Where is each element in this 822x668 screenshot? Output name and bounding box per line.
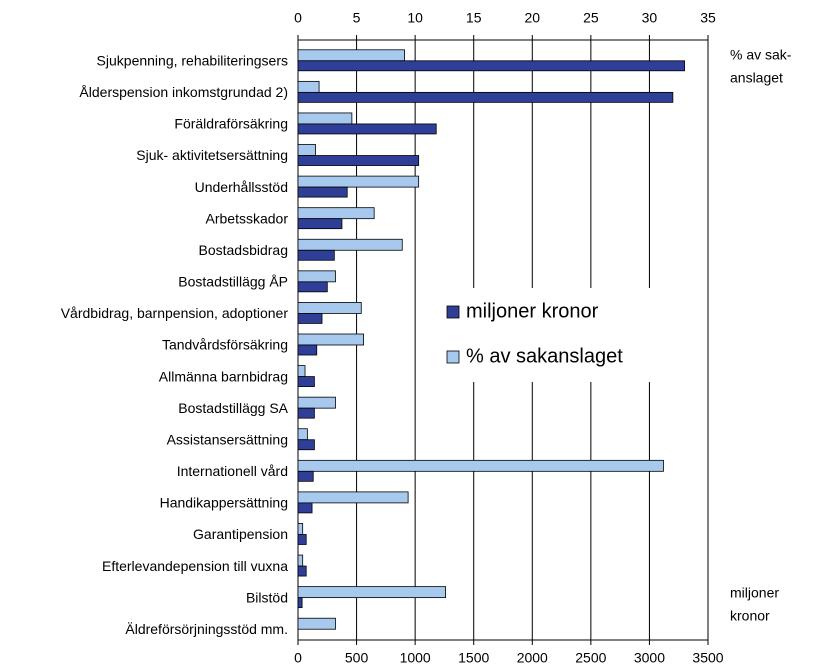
legend: miljoner kronor % av sakanslaget: [432, 288, 660, 382]
bar: [297, 470, 314, 482]
bottom-axis-label: miljoner kronor: [730, 585, 779, 624]
bar: [297, 218, 343, 230]
x-tick-label: 2500: [575, 650, 606, 666]
category-label: Ålderspension inkomstgrundad 2): [79, 84, 288, 100]
legend-label: % av sakanslaget: [466, 345, 623, 367]
x-tick-label: 3500: [692, 650, 723, 666]
bar: [297, 617, 336, 630]
category-label: Föräldraförsäkring: [174, 116, 288, 132]
bar: [297, 333, 364, 346]
category-label: Assistansersättning: [167, 431, 288, 447]
axis-label-line: % av sak-: [730, 47, 792, 63]
bar: [297, 534, 307, 545]
bar: [297, 302, 362, 314]
bar: [297, 365, 306, 377]
category-label: Äldreförsörjningsstöd mm.: [125, 621, 288, 637]
category-label: Efterlevandepension till vuxna: [102, 558, 288, 574]
legend-box: [432, 288, 660, 382]
bar: [297, 144, 316, 156]
bar: [297, 313, 323, 324]
bar: [297, 49, 405, 62]
bar: [297, 407, 315, 419]
category-label: Allmänna barnbidrag: [159, 368, 288, 384]
bar: [297, 502, 313, 514]
bar: [297, 238, 403, 251]
bar: [297, 155, 420, 166]
bar: [297, 249, 335, 261]
x-tick-label: 1500: [458, 650, 489, 666]
x2-tick-label: 20: [524, 10, 540, 26]
axis-label-line: anslaget: [730, 70, 783, 86]
legend-swatch: [446, 305, 460, 319]
x-tick-label: 0: [294, 650, 302, 666]
category-label: Bostadstillägg SA: [178, 400, 288, 416]
bar: [297, 80, 320, 93]
bar: [297, 554, 304, 567]
bar: [297, 281, 328, 293]
bar: [297, 459, 664, 472]
bar: [297, 60, 685, 72]
bar: [297, 112, 353, 125]
bar: [297, 344, 318, 356]
x-tick-label: 500: [345, 650, 369, 666]
x2-tick-label: 30: [642, 10, 658, 26]
category-label: Internationell vård: [177, 463, 288, 479]
top-axis-label: % av sak- anslaget: [730, 47, 792, 86]
bar: [297, 91, 674, 103]
category-label: Sjuk- aktivitetsersättning: [136, 147, 288, 163]
x2-tick-label: 0: [294, 10, 302, 26]
bar: [297, 186, 348, 198]
x-tick-label: 3000: [634, 650, 665, 666]
bar: [297, 439, 315, 451]
bar: [297, 597, 303, 609]
bar: [297, 428, 308, 441]
x2-tick-label: 15: [466, 10, 482, 26]
category-label: Garantipension: [193, 526, 288, 542]
category-label: Sjukpenning, rehabiliteringsers: [97, 52, 288, 68]
bar: [297, 586, 447, 599]
axis-label-line: miljoner: [730, 585, 779, 601]
x-tick-label: 2000: [517, 650, 548, 666]
category-label: Handikappersättning: [160, 495, 288, 511]
bar: [297, 376, 315, 387]
legend-label: miljoner kronor: [466, 300, 599, 322]
bar: [297, 491, 409, 504]
x2-tick-label: 10: [407, 10, 423, 26]
x2-tick-label: 25: [583, 10, 599, 26]
x2-tick-label: 5: [353, 10, 361, 26]
bar: [297, 396, 336, 409]
category-label: Arbetsskador: [206, 210, 289, 226]
bar: [297, 123, 437, 135]
legend-swatch: [446, 350, 460, 364]
category-label: Bilstöd: [246, 589, 288, 605]
x2-tick-label: 35: [700, 10, 716, 26]
axis-label-line: kronor: [730, 608, 770, 624]
bar: [297, 175, 420, 188]
bar: [297, 523, 304, 535]
category-label: Bostadsbidrag: [198, 242, 288, 258]
category-label: Bostadstillägg ÅP: [178, 274, 288, 290]
bar: [297, 270, 336, 283]
category-label: Underhållsstöd: [195, 179, 288, 195]
bar: [297, 207, 375, 220]
x-tick-label: 1000: [400, 650, 431, 666]
category-label: Tandvårdsförsäkring: [162, 337, 288, 353]
category-label: Vårdbidrag, barnpension, adoptioner: [61, 305, 289, 321]
bar: [297, 565, 307, 577]
